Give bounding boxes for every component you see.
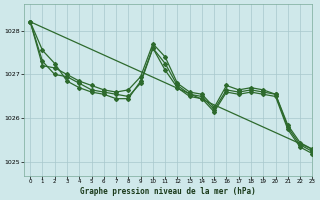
X-axis label: Graphe pression niveau de la mer (hPa): Graphe pression niveau de la mer (hPa) xyxy=(80,187,256,196)
